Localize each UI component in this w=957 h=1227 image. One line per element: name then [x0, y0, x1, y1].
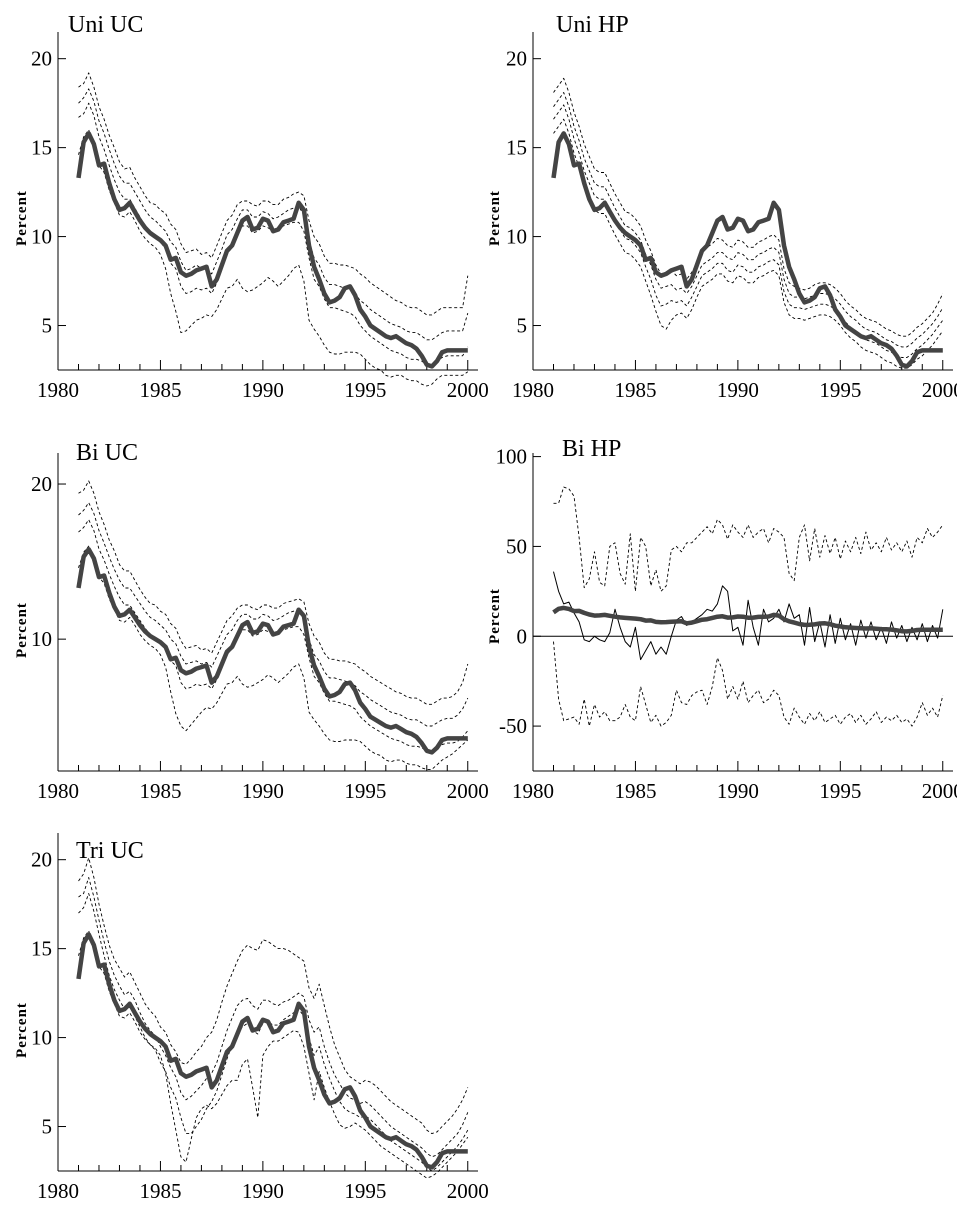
series-line-band-mid-upper — [78, 88, 469, 341]
x-tick-label: 2000 — [447, 779, 489, 803]
series-line-estimate — [553, 571, 944, 661]
y-tick-label: 10 — [31, 1026, 52, 1050]
x-tick-label: 1990 — [242, 1179, 284, 1203]
x-tick-label: 1980 — [37, 1179, 79, 1203]
series-line-band-lower — [78, 129, 469, 387]
x-tick-label: 1985 — [614, 779, 656, 803]
series-line-observed — [552, 605, 943, 634]
series-line-band-mid-lower — [78, 893, 469, 1172]
panel-tri-uc: Tri UC Percent 1980 1985 1990 1995 2000 5 10 15… — [14, 833, 489, 1203]
x-tick-label: 1980 — [37, 779, 79, 803]
series-line-band-upper — [553, 77, 944, 337]
series-line-observed — [76, 131, 468, 369]
y-tick-label: 20 — [31, 848, 52, 872]
series-line-band-mid-upper — [78, 502, 469, 727]
y-axis-label: Percent — [14, 1002, 30, 1058]
y-tick-label: 15 — [31, 136, 52, 160]
y-tick-label: 20 — [31, 472, 52, 496]
series-line-band-upper — [78, 857, 469, 1135]
x-tick-label: 1990 — [242, 779, 284, 803]
x-tick-label: 1985 — [139, 1179, 181, 1203]
y-axis-label: Percent — [14, 190, 30, 246]
series-line-observed — [76, 932, 468, 1170]
x-tick-label: 1985 — [139, 378, 181, 402]
panel-uni-hp: Uni HP Percent 1980 1985 1990 1995 2000 5 10 15… — [487, 12, 957, 402]
series-line-band-upper — [78, 72, 469, 316]
series-line-band-mid-lower — [78, 519, 469, 752]
series-line-band-upper — [553, 486, 944, 592]
y-axis-label: Percent — [14, 602, 30, 658]
series-line-band-lower — [553, 118, 944, 369]
x-tick-label: 1985 — [139, 779, 181, 803]
y-tick-label: 20 — [31, 47, 52, 71]
x-tick-label: 1980 — [37, 378, 79, 402]
y-tick-label: 100 — [496, 445, 528, 469]
y-tick-label: 50 — [506, 534, 527, 558]
y-tick-label: 5 — [42, 314, 53, 338]
y-tick-label: 10 — [31, 225, 52, 249]
panel-title: Bi HP — [562, 436, 621, 462]
series-line-observed — [551, 131, 943, 369]
panel-bi-hp: Bi HP Percent 1980 1985 1990 1995 2000 -50 0 50… — [487, 436, 957, 803]
panel-title: Uni HP — [556, 12, 629, 38]
series-line-band-lower — [553, 641, 944, 727]
x-tick-label: 2000 — [447, 378, 489, 402]
panel-title: Uni UC — [68, 12, 143, 38]
y-tick-label: 15 — [506, 136, 527, 160]
x-tick-label: 1980 — [512, 378, 554, 402]
y-tick-label: 10 — [506, 225, 527, 249]
y-tick-label: 15 — [31, 937, 52, 961]
x-tick-label: 1995 — [344, 378, 386, 402]
y-tick-label: 5 — [517, 314, 528, 338]
panel-uni-uc: Uni UC Percent 1980 1985 1990 1995 2000 5 10 15… — [14, 12, 489, 402]
y-axis-label: Percent — [487, 588, 503, 644]
series-line-band-mid-upper — [78, 877, 469, 1158]
y-tick-label: 10 — [31, 627, 52, 651]
series-line-observed — [76, 546, 468, 755]
x-tick-label: 1995 — [819, 378, 861, 402]
x-tick-label: 1990 — [242, 378, 284, 402]
y-tick-label: 0 — [517, 624, 528, 648]
series-line-band-upper — [78, 480, 469, 705]
series-line-band-lower — [78, 545, 469, 770]
series-line-band-lower — [78, 930, 469, 1179]
x-tick-label: 1995 — [344, 779, 386, 803]
x-tick-label: 1990 — [717, 378, 759, 402]
panel-title: Bi UC — [76, 440, 138, 466]
x-tick-label: 1985 — [614, 378, 656, 402]
panel-bi-uc: Bi UC Percent 1980 1985 1990 1995 2000 10 20 — [14, 440, 489, 803]
series-line-band-mid-upper — [553, 92, 944, 348]
x-tick-label: 2000 — [922, 378, 957, 402]
x-tick-label: 1995 — [344, 1179, 386, 1203]
y-axis-label: Percent — [487, 190, 503, 246]
series-line-band-mid-lower — [78, 102, 469, 366]
y-tick-label: -50 — [499, 714, 527, 738]
y-tick-label: 5 — [42, 1115, 53, 1139]
x-tick-label: 1990 — [717, 779, 759, 803]
x-tick-label: 2000 — [922, 779, 957, 803]
x-tick-label: 1980 — [512, 779, 554, 803]
panel-title: Tri UC — [76, 838, 144, 864]
y-tick-label: 20 — [506, 47, 527, 71]
x-tick-label: 2000 — [447, 1179, 489, 1203]
x-tick-label: 1995 — [819, 779, 861, 803]
